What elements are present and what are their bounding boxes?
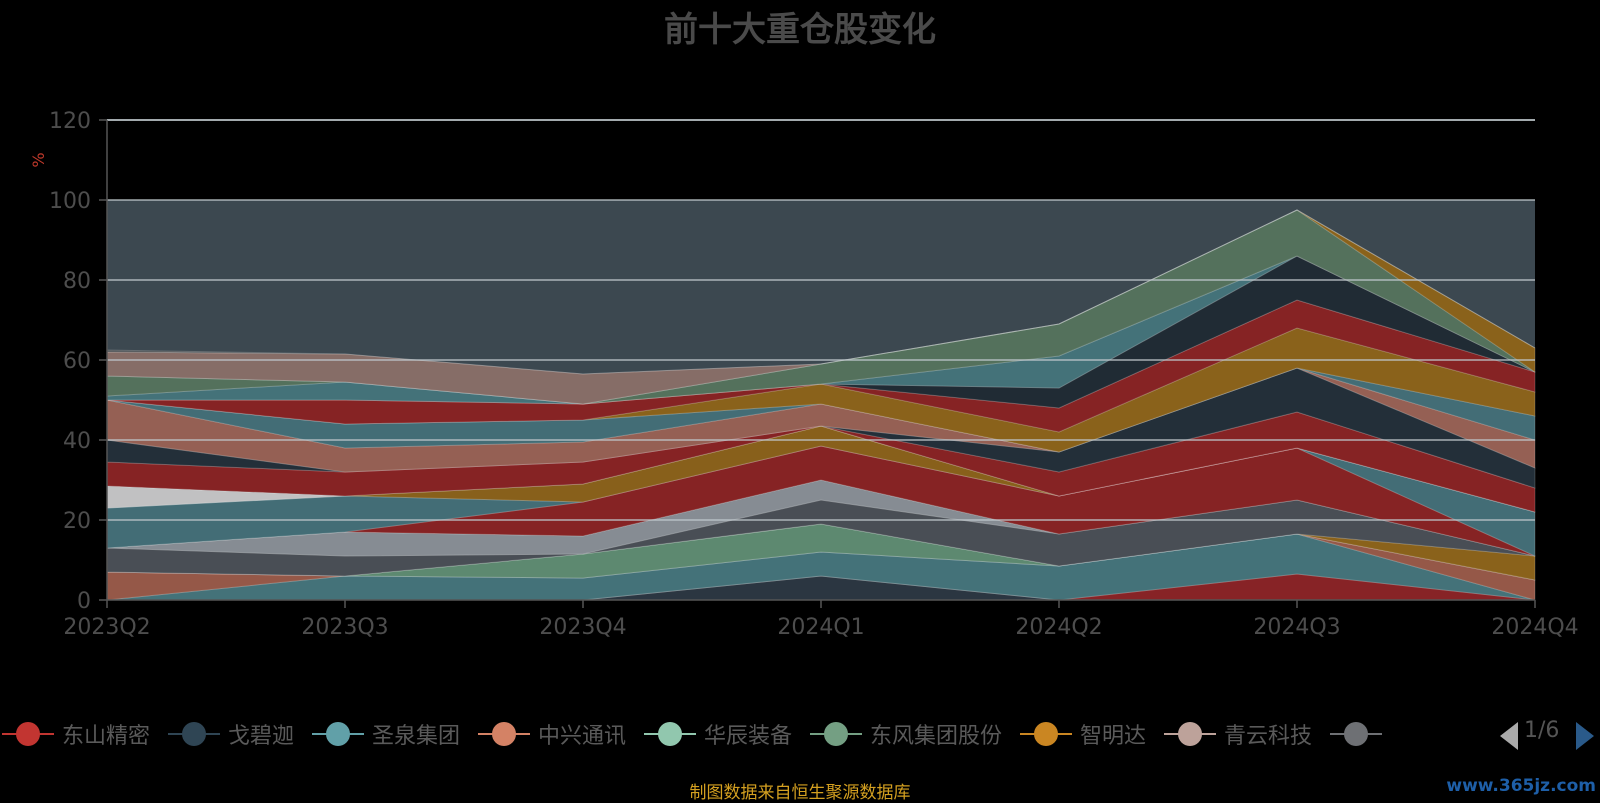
y-tick-label-80: 80: [63, 269, 91, 294]
area-band-24: [106, 209, 1536, 375]
legend-label: 东山精密: [62, 724, 151, 749]
legend-item-3[interactable]: 圣泉集团: [312, 704, 460, 764]
legend-page-indicator: 1/6: [1524, 718, 1560, 743]
legend-swatch-icon: [810, 719, 862, 749]
area-band-15: [106, 367, 1536, 473]
y-tick-label-0: 0: [77, 589, 91, 614]
legend-item-1[interactable]: 东山精密: [2, 704, 150, 764]
legend: 东山精密 戈碧迦 圣泉集团 中兴通讯 华辰装备 东风集团股份 智明达 青云科技 1/6: [0, 704, 1600, 764]
legend-label: 青云科技: [1224, 724, 1313, 749]
area-band-23: [106, 209, 1536, 405]
y-tick-label-120: 120: [49, 109, 91, 134]
legend-label: 东风集团股份: [870, 724, 1003, 749]
legend-swatch-icon: [644, 719, 696, 749]
chart-title: 前十大重仓股变化: [664, 10, 936, 50]
legend-prev-page-icon[interactable]: [1500, 722, 1518, 750]
area-band-10: [106, 445, 1536, 557]
legend-item-4[interactable]: 中兴通讯: [478, 704, 626, 764]
x-tick-label-2023Q4: 2023Q4: [539, 615, 626, 640]
legend-label: 华辰装备: [704, 724, 793, 749]
x-tick-label-2024Q1: 2024Q1: [777, 615, 864, 640]
legend-item-6[interactable]: 东风集团股份: [810, 704, 1002, 764]
legend-label: 智明达: [1080, 724, 1147, 749]
area-band-7: [106, 499, 1536, 577]
legend-item-8[interactable]: 青云科技: [1164, 704, 1312, 764]
y-axis-unit: %: [29, 152, 48, 167]
legend-label: 戈碧迦: [228, 724, 295, 749]
legend-swatch-icon: [478, 719, 530, 749]
legend-swatch-icon: [1330, 719, 1382, 749]
legend-item-2[interactable]: 戈碧迦: [168, 704, 294, 764]
legend-label: 中兴通讯: [538, 724, 627, 749]
legend-item-5[interactable]: 华辰装备: [644, 704, 792, 764]
gridlines: [107, 119, 1535, 521]
y-tick-label-20: 20: [63, 509, 91, 534]
x-tick-label-2024Q4: 2024Q4: [1491, 615, 1578, 640]
area-band-16: [106, 367, 1536, 453]
legend-swatch-icon: [2, 719, 54, 749]
legend-item-7[interactable]: 智明达: [1020, 704, 1146, 764]
source-note: 制图数据来自恒生聚源数据库: [689, 783, 911, 803]
y-tick-label-40: 40: [63, 429, 91, 454]
y-tick-label-60: 60: [63, 349, 91, 374]
stacked-area-bands: [106, 200, 1536, 601]
area-band-17: [106, 327, 1536, 453]
watermark: www.365jz.com: [1446, 776, 1596, 796]
y-tick-label-100: 100: [49, 189, 91, 214]
legend-items: 东山精密 戈碧迦 圣泉集团 中兴通讯 华辰装备 东风集团股份 智明达 青云科技: [0, 704, 1452, 764]
x-tick-label-2023Q2: 2023Q2: [63, 615, 150, 640]
legend-swatch-icon: [1164, 719, 1216, 749]
legend-swatch-icon: [312, 719, 364, 749]
legend-swatch-icon: [168, 719, 220, 749]
chart-plot: 0 20 40 60 80 100 120 2023Q2 2023Q3 2023Q4 2024Q1 2…: [29, 109, 1579, 640]
x-tick-label-2023Q3: 2023Q3: [301, 615, 388, 640]
legend-label: 圣泉集团: [372, 724, 461, 749]
legend-item-9[interactable]: [1330, 704, 1390, 764]
legend-swatch-icon: [1020, 719, 1072, 749]
area-band-6: [106, 523, 1536, 581]
x-tick-label-2024Q3: 2024Q3: [1253, 615, 1340, 640]
axes: 0 20 40 60 80 100 120 2023Q2 2023Q3 2023Q4 2024Q1 2…: [49, 109, 1579, 640]
x-tick-label-2024Q2: 2024Q2: [1015, 615, 1102, 640]
legend-next-page-icon[interactable]: [1576, 722, 1594, 750]
